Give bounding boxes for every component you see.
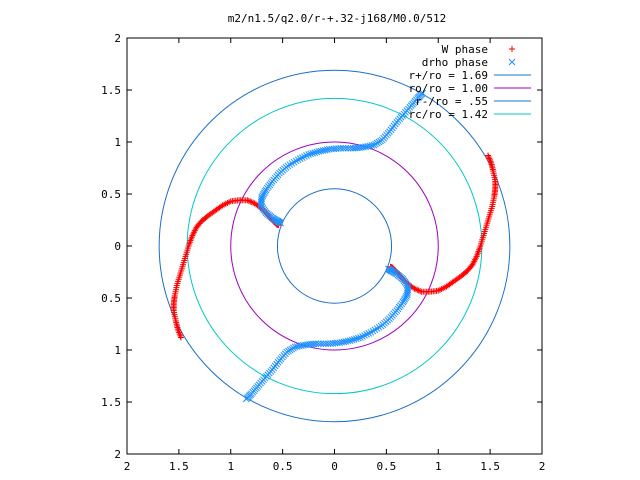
- y-tick-label: 1.5: [101, 396, 121, 409]
- point: [385, 265, 392, 273]
- point: [363, 331, 371, 338]
- y-tick-label: 0.5: [101, 188, 121, 201]
- y-tick-label: 2: [114, 32, 121, 45]
- x-tick-label: 0.5: [273, 460, 293, 473]
- point: [418, 288, 425, 295]
- x-tick-label: 1: [435, 460, 442, 473]
- circle-1: [186, 97, 483, 395]
- point: [315, 148, 323, 155]
- y-tick-label: 2: [114, 448, 121, 461]
- point: [307, 150, 314, 158]
- y-tick-label: 1.5: [101, 84, 121, 97]
- point: [486, 156, 493, 163]
- y-tick-label: 0.5: [101, 292, 121, 305]
- point: [417, 288, 424, 295]
- point: [303, 152, 310, 159]
- point: [248, 199, 255, 206]
- legend-label: ro/ro = 1.00: [409, 82, 488, 95]
- series-1: [242, 89, 427, 403]
- point: [347, 144, 355, 152]
- point: [312, 340, 320, 348]
- point: [344, 144, 352, 152]
- point: [445, 282, 452, 289]
- circle-0: [158, 69, 511, 423]
- point: [298, 154, 306, 161]
- point: [301, 153, 308, 160]
- circle-3: [276, 188, 393, 304]
- point: [342, 144, 350, 152]
- point: [245, 197, 252, 204]
- point: [314, 340, 322, 348]
- x-tick-label: 1.5: [169, 460, 189, 473]
- point: [305, 151, 312, 158]
- point: [352, 335, 360, 343]
- chart-title: m2/n1.5/q2.0/r-+.32-j168/M0.0/512: [228, 12, 447, 25]
- point: [311, 149, 319, 156]
- x-tick-label: 0: [331, 460, 338, 473]
- point: [317, 147, 325, 155]
- y-axis: 2 1.5 1 0.5 0 0.5 1 1.5 2: [101, 32, 542, 461]
- point: [247, 198, 254, 205]
- point: [365, 330, 373, 337]
- x-tick-label: 2: [124, 460, 131, 473]
- point: [361, 332, 368, 339]
- circle-2: [230, 141, 439, 351]
- point: [217, 203, 224, 210]
- point: [313, 148, 321, 156]
- point: [348, 336, 356, 344]
- legend-label: W phase: [442, 43, 488, 56]
- point: [350, 336, 358, 343]
- point: [485, 153, 492, 160]
- legend-marker: [508, 58, 516, 66]
- point: [296, 155, 304, 162]
- legend-label: drho phase: [422, 56, 488, 69]
- point: [414, 286, 421, 293]
- x-tick-label: 1.5: [480, 460, 500, 473]
- point: [485, 152, 492, 159]
- point: [244, 197, 251, 204]
- point: [277, 219, 284, 227]
- y-tick-label: 1: [114, 344, 121, 357]
- point: [346, 337, 354, 344]
- x-tick-label: 2: [539, 460, 546, 473]
- point: [309, 149, 317, 157]
- x-axis: 2 1.5 1 0.5 0 0.5 1 1.5 2: [124, 38, 546, 473]
- series-0: [170, 152, 499, 341]
- legend-label: rc/ro = 1.42: [409, 108, 488, 121]
- point: [355, 334, 362, 342]
- y-tick-label: 1: [114, 136, 121, 149]
- x-tick-label: 0.5: [376, 460, 396, 473]
- point: [344, 337, 352, 345]
- point: [317, 340, 325, 348]
- y-tick-label: 0: [114, 240, 121, 253]
- point: [349, 144, 357, 152]
- point: [415, 287, 422, 294]
- point: [357, 334, 364, 341]
- legend-label: r+/ro = 1.69: [409, 69, 488, 82]
- data-series: [170, 89, 499, 403]
- point: [487, 158, 494, 165]
- point: [319, 340, 327, 348]
- radius-circles: [158, 69, 511, 423]
- legend-marker: [509, 46, 515, 52]
- point: [486, 155, 493, 162]
- legend-label: r-/ro = .55: [415, 95, 488, 108]
- x-tick-label: 1: [227, 460, 234, 473]
- point: [359, 333, 366, 340]
